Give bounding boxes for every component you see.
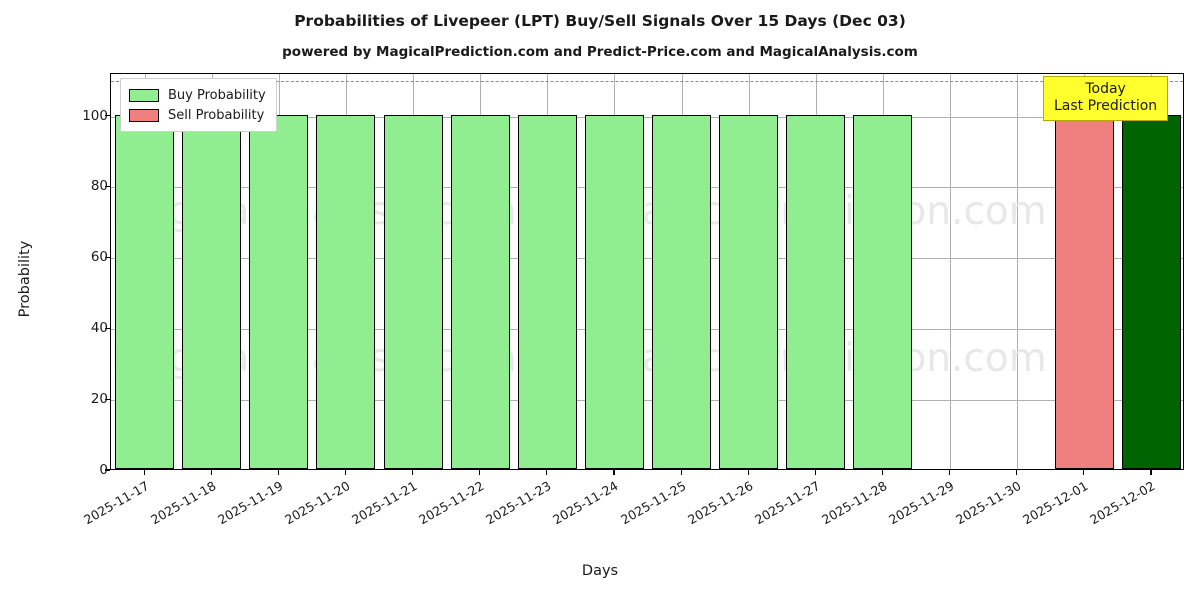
today-annotation: Today Last Prediction [1043,76,1169,122]
y-tick-mark [105,185,110,188]
y-tick-mark [105,114,110,117]
y-tick-label: 80 [90,178,108,195]
x-tick-mark [1083,470,1085,475]
bar[interactable] [316,114,376,469]
legend-label-sell: Sell Probability [168,107,265,123]
x-tick-mark [814,470,816,475]
x-tick-mark [1150,470,1152,475]
gridline-horizontal [111,116,1183,118]
x-tick-mark [546,470,548,475]
y-tick-label: 100 [82,107,108,124]
bar[interactable] [853,114,913,469]
y-tick-mark [105,256,110,258]
x-tick-mark [881,470,884,475]
bar[interactable] [584,114,644,469]
legend-item-sell[interactable]: Sell Probability [129,105,266,125]
y-tick-mark [105,398,110,400]
y-tick-mark [105,327,110,329]
bar-today[interactable] [1121,114,1181,469]
x-tick-mark [949,470,951,475]
chart-title: Probabilities of Livepeer (LPT) Buy/Sell… [294,12,906,30]
bar[interactable] [652,114,712,469]
x-tick-mark [680,470,682,475]
bar[interactable] [249,114,309,469]
gridline-vertical [950,74,952,469]
bar[interactable] [517,114,577,469]
legend-label-buy: Buy Probability [168,87,266,103]
gridline-horizontal [111,258,1183,260]
gridline-horizontal [111,187,1183,189]
bar[interactable] [786,114,846,469]
bar[interactable] [719,114,779,469]
plot-area: MagicalAnalysis.comMagicalPrediction.com… [110,73,1184,470]
bar[interactable] [383,114,443,469]
legend-swatch-sell [129,108,159,122]
x-tick-mark [479,470,481,475]
y-axis-label: Probability [17,240,33,318]
x-tick-mark [277,470,279,475]
x-tick-mark [210,470,212,475]
bar[interactable] [115,114,175,469]
x-tick-mark [747,470,749,475]
chart-subtitle: powered by MagicalPrediction.com and Pre… [282,44,918,60]
y-tick-label: 40 [90,320,108,337]
chart-legend: Buy Probability Sell Probability [120,78,277,132]
y-tick-label: 0 [99,462,108,478]
y-tick-mark [105,469,110,471]
today-annotation-line2: Last Prediction [1054,98,1158,115]
legend-item-buy[interactable]: Buy Probability [129,85,266,105]
legend-swatch-buy [129,88,159,102]
today-annotation-line1: Today [1085,81,1126,97]
bar[interactable] [1054,114,1114,469]
x-tick-mark [344,470,347,475]
x-tick-mark [412,470,414,475]
x-tick-mark [1016,470,1018,475]
x-tick-mark [613,470,615,475]
gridline-horizontal [111,400,1183,402]
bar[interactable] [182,114,242,469]
bar[interactable] [450,114,510,469]
gridline-vertical [1017,74,1019,469]
plot-inner: MagicalAnalysis.comMagicalPrediction.com… [111,74,1183,469]
x-axis-label: Days [581,563,619,579]
y-tick-label: 20 [90,391,108,408]
gridline-horizontal [111,329,1183,331]
y-tick-label: 60 [90,249,108,266]
x-tick-mark [143,470,145,475]
reference-line [111,81,1183,83]
